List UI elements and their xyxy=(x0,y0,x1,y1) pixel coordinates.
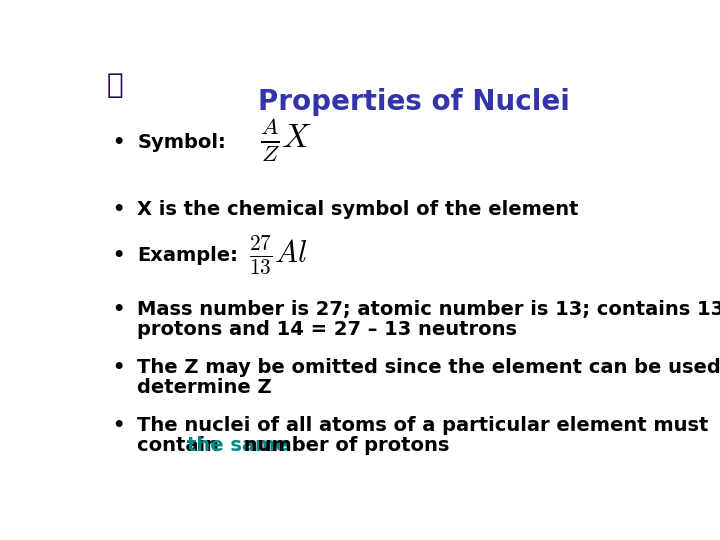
Text: •: • xyxy=(112,358,125,377)
Text: Example:: Example: xyxy=(138,246,238,265)
Text: X is the chemical symbol of the element: X is the chemical symbol of the element xyxy=(138,200,579,219)
Text: •: • xyxy=(112,133,125,152)
Text: Symbol:: Symbol: xyxy=(138,133,226,152)
Text: $\mathit{\frac{A}{Z}X}$: $\mathit{\frac{A}{Z}X}$ xyxy=(260,117,312,164)
Text: •: • xyxy=(112,200,125,219)
Text: protons and 14 = 27 – 13 neutrons: protons and 14 = 27 – 13 neutrons xyxy=(138,320,518,339)
Text: 🦎: 🦎 xyxy=(107,71,123,99)
Text: Properties of Nuclei: Properties of Nuclei xyxy=(258,87,570,116)
Text: The nuclei of all atoms of a particular element must: The nuclei of all atoms of a particular … xyxy=(138,416,708,435)
Text: the same: the same xyxy=(187,436,289,455)
Text: number of protons: number of protons xyxy=(238,436,450,455)
Text: •: • xyxy=(112,246,125,265)
Text: Mass number is 27; atomic number is 13; contains 13: Mass number is 27; atomic number is 13; … xyxy=(138,300,720,319)
Text: $\mathit{\frac{27}{13}Al}$: $\mathit{\frac{27}{13}Al}$ xyxy=(249,233,307,276)
Text: contain: contain xyxy=(138,436,226,455)
Text: •: • xyxy=(112,300,125,319)
Text: The Z may be omitted since the element can be used to: The Z may be omitted since the element c… xyxy=(138,358,720,377)
Text: determine Z: determine Z xyxy=(138,378,272,397)
Text: •: • xyxy=(112,416,125,435)
